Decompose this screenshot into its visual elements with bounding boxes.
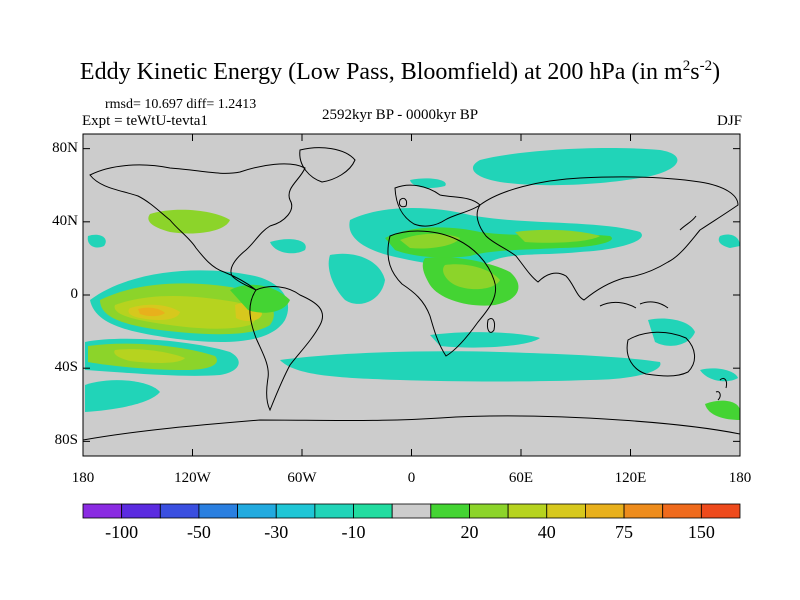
x-tick-label: 120E [614,470,647,486]
x-tick-label: 180 [728,470,752,486]
colorbar-cell [469,503,509,519]
colorbar-label: 150 [687,522,715,542]
x-tick-label: 180 [71,470,95,486]
coast-asia [476,176,739,301]
field-patch-cyan [270,239,306,254]
field-patch-green [515,229,600,243]
colorbar-label: 40 [537,522,556,542]
colorbar-cell [159,503,200,519]
experiment-label: Expt = teWtU-tevta1 [82,113,208,129]
coast-new-zealand [715,377,727,401]
colorbar-label: -50 [186,522,211,542]
coast-australia [626,331,695,377]
field-patch-green [443,264,500,290]
coast-japan [679,215,697,231]
field-patch-lightgreen [705,400,740,420]
rmsd-diff-label: rmsd= 10.697 diff= 1.2413 [105,97,257,112]
colorbar-cell [623,503,664,519]
x-tick-label: 60E [508,470,534,486]
y-tick-label: 40S [54,359,78,376]
axis-ticks [82,134,741,456]
colorbar-cell [662,503,702,519]
field-patch-yellowgreen [114,296,256,329]
colorbar-cell [198,503,238,519]
field-patch-cyan [700,368,738,382]
x-tick-label: 120W [174,470,211,486]
field-patch-cyan [718,234,740,248]
colorbar-cell [121,503,161,519]
y-tick-label: 0 [70,286,79,302]
coast-europe [394,184,481,227]
coast-antarctica [83,415,740,441]
field-patch-cyan [280,351,661,382]
field-patch-cyan [648,318,695,346]
field-patch-yellowgreen [114,349,185,363]
colorbar-label: 75 [615,522,634,542]
colorbar-cell [82,503,123,519]
colorbar-cell [314,503,354,519]
colorbar-label: -30 [264,522,289,542]
coast-madagascar [487,317,495,333]
y-tick-label: 80N [52,139,78,156]
coast-indonesia [599,301,669,309]
coast-britain [399,197,407,208]
colorbar-cell [237,503,277,519]
colorbar-cell [700,503,741,519]
field-patch-orange [138,307,165,317]
coast-africa [387,230,496,357]
period-label: 2592kyr BP - 0000kyr BP [321,107,479,123]
colorbar-label: -100 [105,522,139,542]
field-patch-cyan [472,148,678,186]
colorbar-cell [546,503,586,519]
field-patch-green [148,209,230,234]
field-patch-cyan [85,380,160,412]
coast-greenland [299,147,356,183]
field-patch-green [400,233,460,249]
colorbar-cell [585,503,625,519]
field-patch-lightgreen [230,284,290,313]
x-tick-label: 0 [407,470,416,486]
field-patch-cyan [87,234,106,248]
plot-title: Eddy Kinetic Energy (Low Pass, Bloomfiel… [79,58,721,85]
coast-north-america [89,163,306,291]
colorbar-cell [391,503,432,519]
colorbar-label: 20 [460,522,479,542]
y-tick-label: 40N [52,212,78,229]
field-patch-cyan [328,253,385,304]
colorbar-cell [507,503,548,519]
y-tick-label: 80S [54,432,78,449]
colorbar-cell [275,503,316,519]
colorbar-cell [430,503,470,519]
field-contours [85,148,740,420]
coastlines [83,147,740,441]
colorbar-cell [353,503,393,519]
field-patch-cyan [430,332,540,348]
colorbar-label: -10 [341,522,366,542]
season-label: DJF [716,113,742,129]
coast-south-america [249,286,323,412]
x-tick-label: 60W [287,470,317,486]
